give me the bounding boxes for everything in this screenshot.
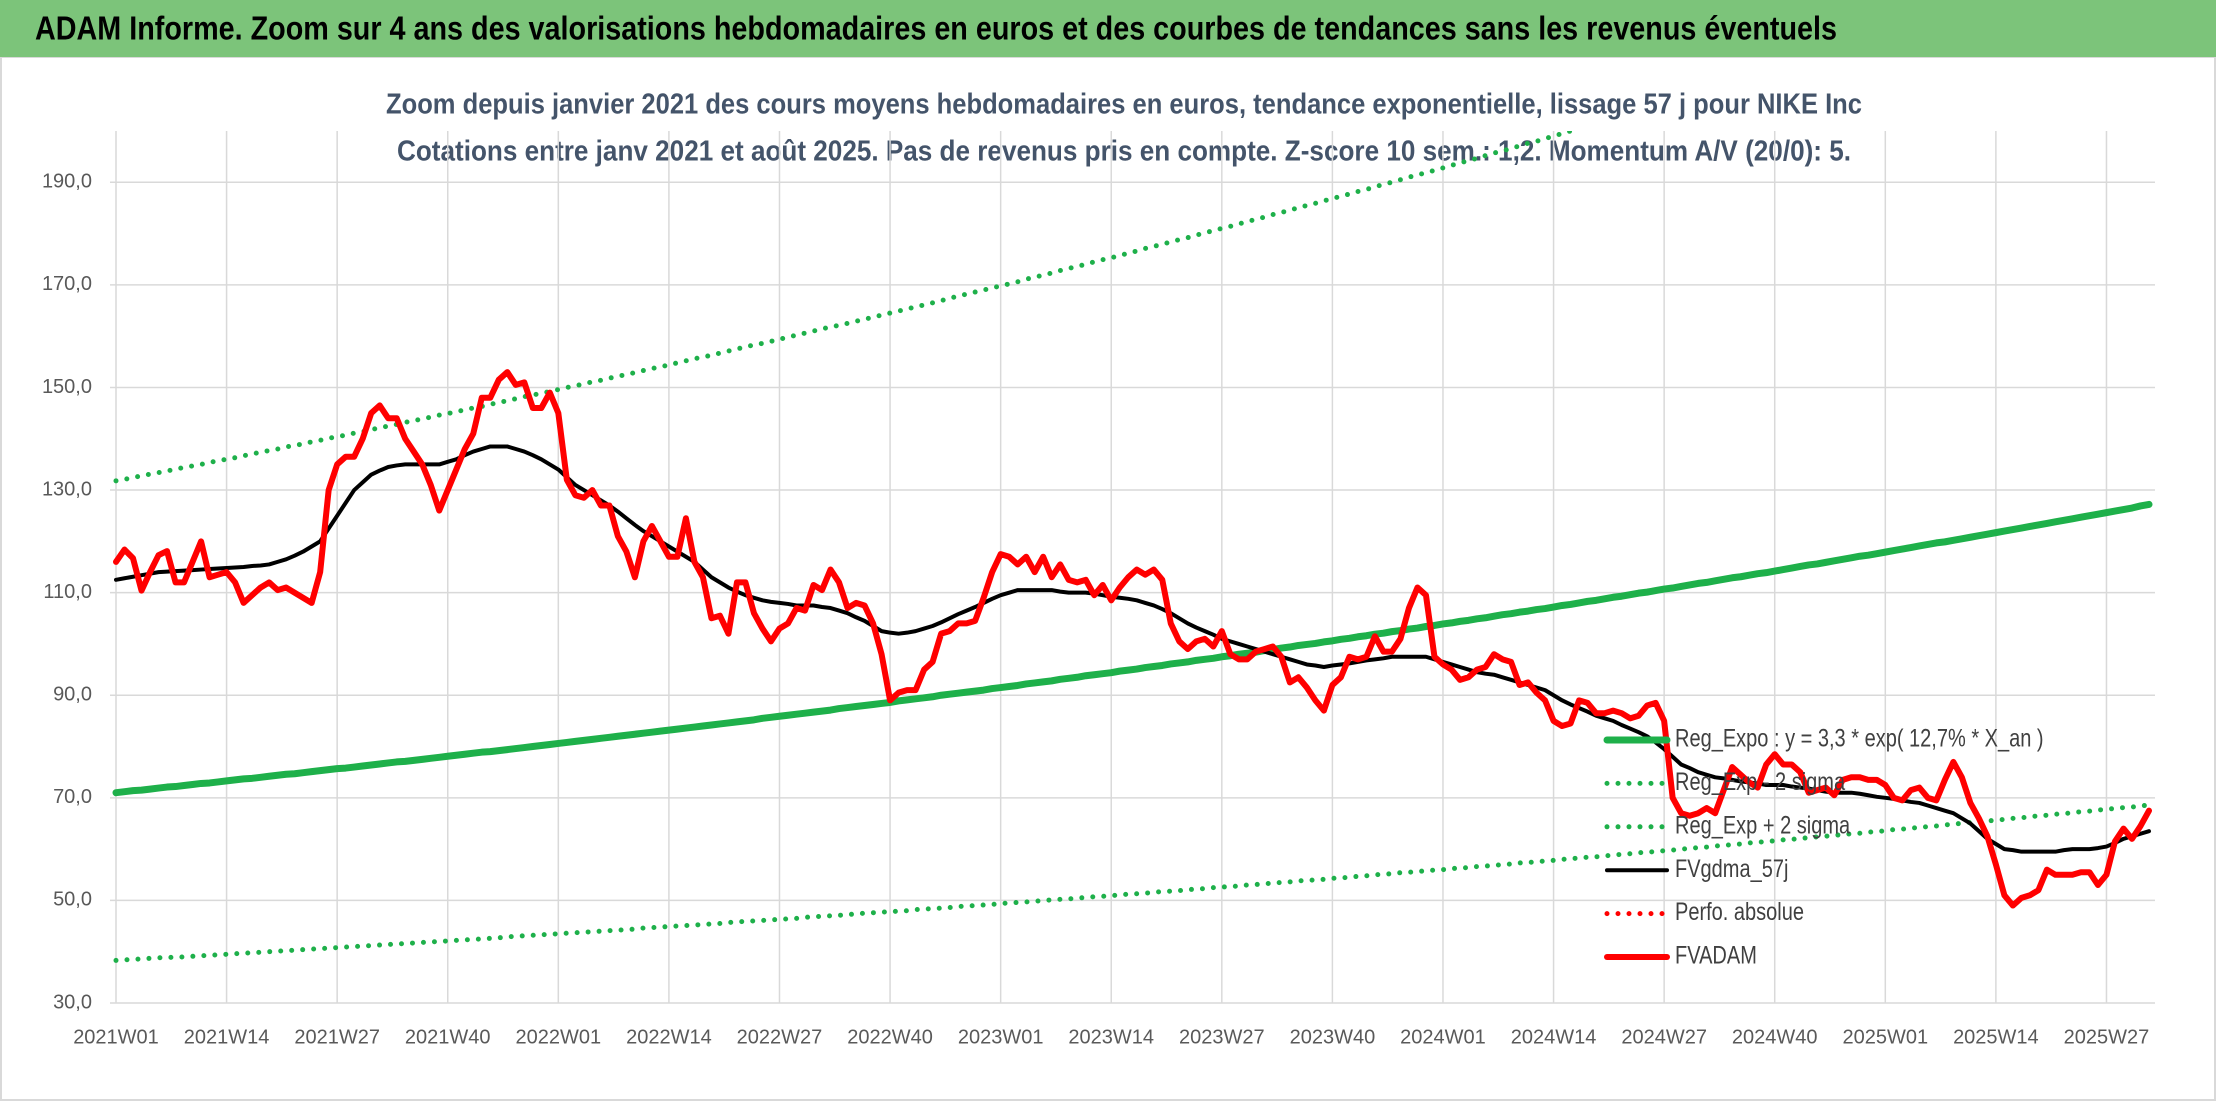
- legend: Reg_Expo : y = 3,3 * exp( 12,7% * X_an )…: [1603, 725, 2044, 970]
- plot-lines: [112, 131, 2153, 963]
- y-tick-label: 90,0: [53, 684, 92, 706]
- x-tick-label: 2022W40: [847, 1026, 933, 1048]
- x-tick-label: 2021W27: [294, 1026, 380, 1048]
- series-line: [112, 500, 2153, 797]
- x-tick-label: 2022W01: [516, 1026, 602, 1048]
- legend-label: Reg_Expo : y = 3,3 * exp( 12,7% * X_an ): [1675, 725, 2044, 753]
- y-tick-label: 30,0: [53, 991, 92, 1013]
- x-tick-label: 2023W01: [958, 1026, 1044, 1048]
- series-line: [113, 369, 2152, 909]
- legend-label: Perfo. absolue: [1675, 898, 1804, 926]
- y-tick-label: 170,0: [42, 273, 92, 295]
- x-tick-label: 2023W40: [1290, 1026, 1376, 1048]
- legend-label: FVADAM: [1675, 942, 1757, 970]
- header-band: [0, 0, 2216, 57]
- x-tick-label: 2024W27: [1621, 1026, 1707, 1048]
- x-tick-label: 2024W14: [1511, 1026, 1597, 1048]
- y-tick-label: 50,0: [53, 889, 92, 911]
- x-tick-label: 2023W14: [1068, 1026, 1154, 1048]
- axes: 30,0 50,0 70,0 90,0 110,0 130,0 150,0 170,0 190,…: [42, 171, 2149, 1049]
- y-tick-label: 190,0: [42, 171, 92, 193]
- x-tick-label: 2025W14: [1953, 1026, 2039, 1048]
- y-tick-label: 70,0: [53, 786, 92, 808]
- chart-title: Zoom depuis janvier 2021 des cours moyen…: [386, 89, 1862, 121]
- x-tick-label: 2024W01: [1400, 1026, 1486, 1048]
- x-tick-label: 2023W27: [1179, 1026, 1265, 1048]
- x-tick-label: 2022W14: [626, 1026, 712, 1048]
- x-tick-label: 2022W27: [737, 1026, 823, 1048]
- y-tick-label: 130,0: [42, 478, 92, 500]
- chart-subtitle: Cotations entre janv 2021 et août 2025. …: [397, 136, 1851, 168]
- series-line: [113, 802, 2152, 963]
- x-tick-label: 2021W01: [73, 1026, 159, 1048]
- legend-label: FVgdma_57j: [1675, 855, 1788, 883]
- x-tick-label: 2021W40: [405, 1026, 491, 1048]
- y-tick-label: 150,0: [42, 376, 92, 398]
- legend-label: Reg_Exp - 2 sigma: [1675, 768, 1845, 796]
- x-tick-label: 2025W27: [2064, 1026, 2150, 1048]
- legend-label: Reg_Exp + 2 sigma: [1675, 811, 1850, 839]
- x-tick-label: 2025W01: [1842, 1026, 1928, 1048]
- x-tick-label: 2024W40: [1732, 1026, 1818, 1048]
- header-title: ADAM Informe. Zoom sur 4 ans des valoris…: [35, 10, 1837, 47]
- x-tick-label: 2021W14: [184, 1026, 270, 1048]
- y-tick-label: 110,0: [43, 581, 92, 603]
